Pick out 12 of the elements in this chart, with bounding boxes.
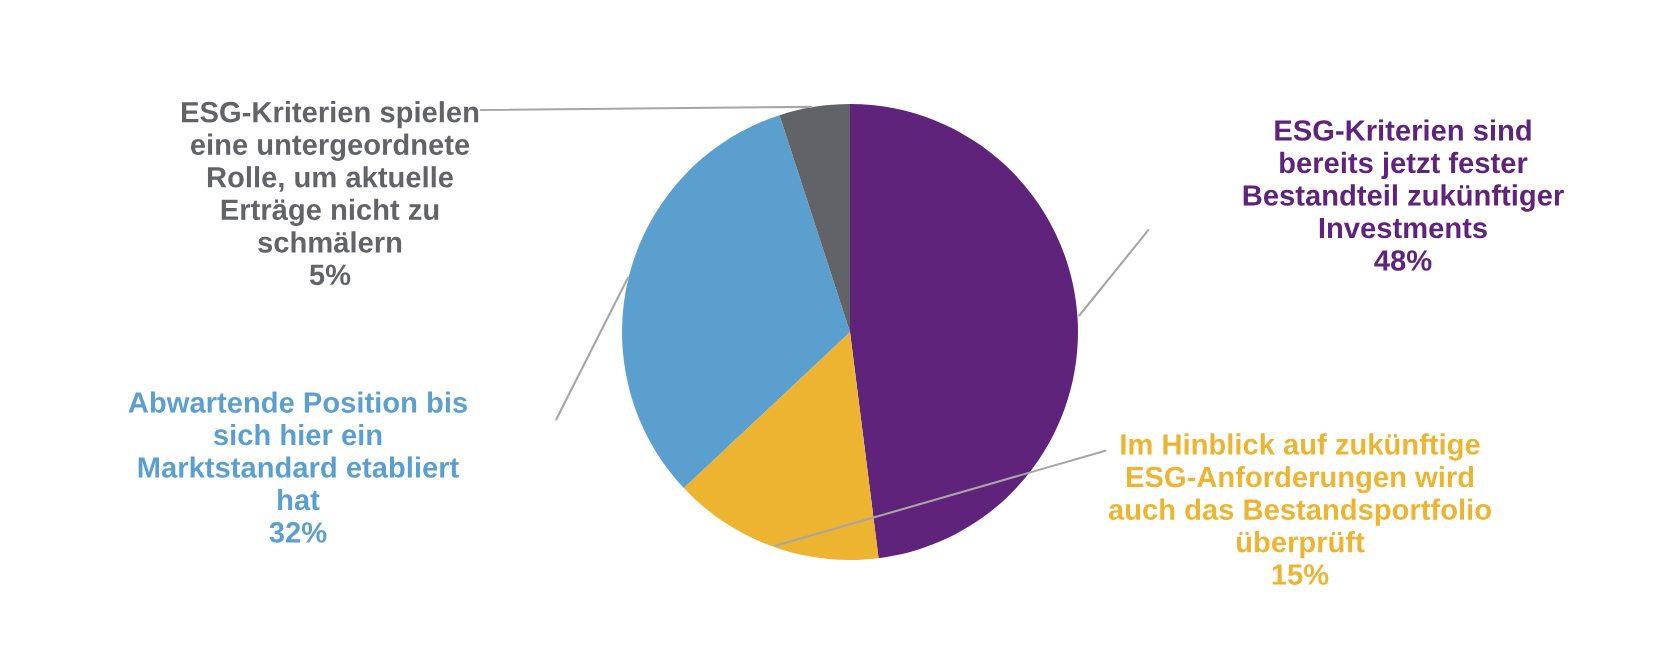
pie-slice [850,104,1078,559]
slice-label: Im Hinblick auf zukünftige ESG-Anforderungen wird auch das Bestandsportfolio überprüft [1108,433,1491,559]
data-label: 15% [1272,564,1329,585]
data-label: 5% [309,264,351,286]
slice-label: ESG-Kriterien sind bereits jetzt fester Bestandteil zukünftiger Investments [1243,119,1564,239]
pie-slice [622,115,850,489]
data-label: 48% [1374,250,1432,271]
slice-label: Abwartende Position bis sich hier ein Marktstandard etabliert hat [128,391,467,511]
data-label: 32% [269,522,327,543]
pie-slice [683,332,879,560]
slice-label: ESG-Kriterien spielen eine untergeordnete Rolle, um aktuelle Erträge nicht zu schmälern [182,101,479,253]
pie-slice [779,104,850,332]
